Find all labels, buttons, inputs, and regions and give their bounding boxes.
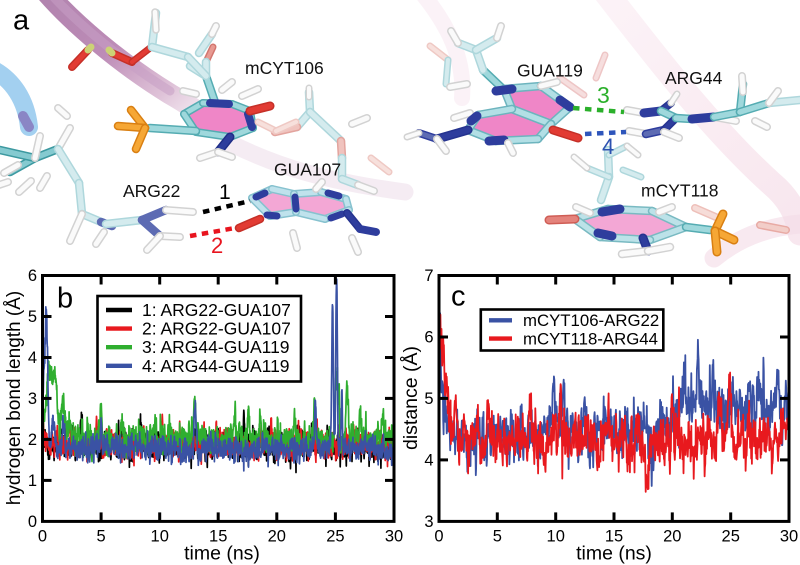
svg-text:3: 3 xyxy=(424,513,433,531)
svg-text:30: 30 xyxy=(385,528,403,546)
svg-text:distance (Å): distance (Å) xyxy=(399,346,422,450)
svg-text:time (ns): time (ns) xyxy=(184,543,260,565)
svg-text:b: b xyxy=(57,283,73,315)
svg-text:mCYT106-ARG22: mCYT106-ARG22 xyxy=(523,311,659,330)
svg-text:hydrogen bond length (Å): hydrogen bond length (Å) xyxy=(4,291,25,505)
svg-text:ARG44: ARG44 xyxy=(665,68,723,88)
svg-text:15: 15 xyxy=(209,528,227,546)
svg-text:5: 5 xyxy=(493,528,502,546)
svg-text:2: 2 xyxy=(28,431,37,449)
svg-text:10: 10 xyxy=(151,528,169,546)
svg-text:0: 0 xyxy=(434,528,443,546)
svg-text:5: 5 xyxy=(97,528,106,546)
svg-text:20: 20 xyxy=(663,528,681,546)
svg-text:15: 15 xyxy=(605,528,623,546)
svg-text:1: 1 xyxy=(28,472,37,490)
svg-text:0: 0 xyxy=(28,513,37,531)
svg-text:4: ARG44-GUA119: 4: ARG44-GUA119 xyxy=(142,356,290,376)
svg-text:mCYT106: mCYT106 xyxy=(245,58,324,78)
svg-text:GUA107: GUA107 xyxy=(274,160,341,180)
svg-text:3: ARG44-GUA119: 3: ARG44-GUA119 xyxy=(142,337,290,357)
svg-text:c: c xyxy=(451,281,466,313)
svg-text:4: 4 xyxy=(28,349,37,367)
svg-text:20: 20 xyxy=(268,528,286,546)
svg-text:4: 4 xyxy=(424,451,433,469)
svg-text:6: 6 xyxy=(424,329,433,347)
svg-text:mCYT118: mCYT118 xyxy=(641,181,718,201)
svg-text:6: 6 xyxy=(28,267,37,285)
svg-text:ARG22: ARG22 xyxy=(123,181,180,201)
svg-text:0: 0 xyxy=(38,528,47,546)
svg-text:time (ns): time (ns) xyxy=(576,543,652,565)
svg-text:25: 25 xyxy=(722,528,740,546)
svg-text:3: 3 xyxy=(597,82,610,108)
svg-text:a: a xyxy=(13,5,30,37)
svg-text:7: 7 xyxy=(424,267,433,285)
svg-text:5: 5 xyxy=(28,308,37,326)
svg-text:2: ARG22-GUA107: 2: ARG22-GUA107 xyxy=(142,319,291,339)
svg-text:5: 5 xyxy=(424,390,433,408)
svg-text:1: ARG22-GUA107: 1: ARG22-GUA107 xyxy=(142,300,291,320)
svg-text:GUA119: GUA119 xyxy=(517,61,583,81)
svg-text:4: 4 xyxy=(602,134,614,159)
svg-text:1: 1 xyxy=(219,181,231,204)
svg-text:2: 2 xyxy=(211,233,223,258)
svg-text:mCYT118-ARG44: mCYT118-ARG44 xyxy=(523,329,658,348)
svg-text:25: 25 xyxy=(326,528,344,546)
svg-text:3: 3 xyxy=(28,390,37,408)
svg-text:30: 30 xyxy=(780,528,798,546)
svg-text:10: 10 xyxy=(547,528,565,546)
